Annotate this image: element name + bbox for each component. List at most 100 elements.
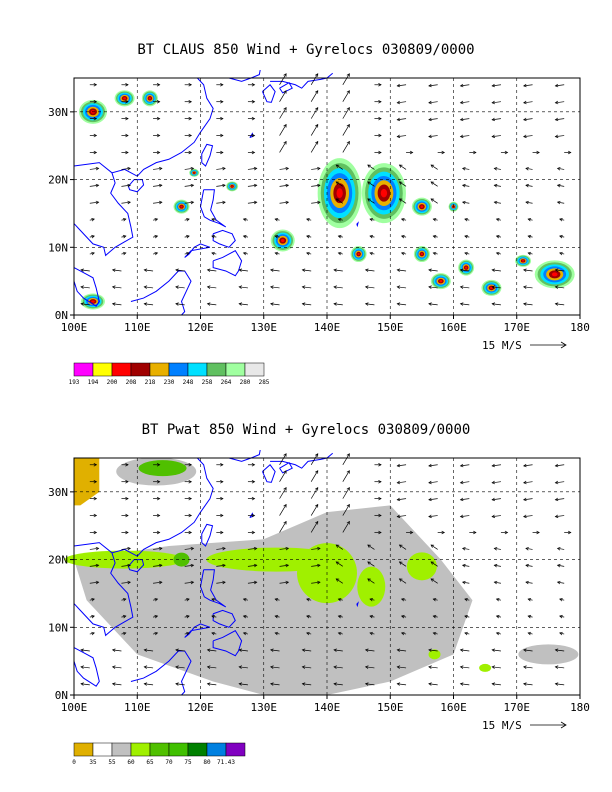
wind-vector-head <box>459 100 464 105</box>
wind-vector <box>153 201 162 204</box>
wind-vector <box>306 218 312 221</box>
wind-vector <box>492 515 501 518</box>
lat-label: 20N <box>48 554 68 567</box>
wind-vector-head <box>554 497 559 502</box>
wind-vector <box>270 649 280 652</box>
wind-vector-head <box>190 563 195 568</box>
wind-vector-head <box>335 181 340 185</box>
wind-vector-head <box>459 302 464 306</box>
wind-vector <box>523 84 533 87</box>
wind-vector <box>306 615 312 618</box>
wind-vector-head <box>400 598 405 602</box>
wind-vector-head <box>222 580 226 585</box>
wind-vector <box>369 632 375 635</box>
wind-vector <box>397 135 407 138</box>
wind-vector-head <box>364 665 369 669</box>
wind-vector <box>492 303 501 306</box>
wind-vector-head <box>122 598 127 602</box>
coastline <box>270 72 334 89</box>
colorbar-swatch <box>225 362 246 377</box>
wind-vector <box>462 184 470 187</box>
wind-vector <box>311 184 321 187</box>
wind-vector-head <box>156 99 161 104</box>
wind-vector <box>338 218 343 221</box>
colorbar-label: 80 <box>203 759 211 766</box>
wind-vector <box>525 201 533 204</box>
wind-vector-head <box>367 544 371 548</box>
lat-label: 30N <box>48 486 68 499</box>
wind-vector <box>433 218 438 221</box>
wind-vector-head <box>93 116 98 121</box>
cloud-cluster <box>420 252 424 256</box>
wind-vector-head <box>364 268 369 272</box>
wind-vector-head <box>346 453 350 457</box>
wind-vector-head <box>559 218 563 222</box>
wind-vector <box>144 303 154 306</box>
wind-vector-head <box>283 123 287 128</box>
wind-vector-head <box>525 580 529 585</box>
wind-vectors <box>80 73 572 306</box>
wind-vector-head <box>125 133 129 138</box>
wind-vector <box>89 218 95 221</box>
wind-vector <box>523 666 533 669</box>
colorbar-swatch <box>149 362 170 377</box>
wind-vector-head <box>335 561 340 565</box>
wind-vector <box>310 124 319 136</box>
wind-vector-head <box>367 164 371 168</box>
wind-vector <box>523 269 533 272</box>
wind-vector-head <box>493 183 498 188</box>
wind-vector <box>211 235 217 238</box>
wind-vector <box>523 135 533 138</box>
wind-vector-head <box>409 150 414 155</box>
wind-vector <box>279 167 289 170</box>
wind-vector-head <box>127 580 131 585</box>
wind-vector-head <box>378 150 382 155</box>
wind-vector-head <box>251 463 256 467</box>
wind-vector <box>397 269 407 272</box>
wind-vector-head <box>91 218 95 222</box>
wind-vector <box>207 683 217 686</box>
wind-vector <box>367 578 375 584</box>
wind-vector <box>464 632 470 635</box>
wind-vector-head <box>93 530 98 535</box>
wind-vector <box>89 598 95 601</box>
wind-vector-head <box>186 218 190 222</box>
wind-vector <box>397 515 407 518</box>
wind-vector-head <box>253 183 258 188</box>
wind-vector-head <box>378 116 382 121</box>
wind-vector-head <box>283 503 287 508</box>
wind-vector <box>525 547 533 550</box>
wind-vector-head <box>156 530 161 535</box>
wind-vector-head <box>186 631 190 636</box>
wind-vector <box>306 235 312 238</box>
wind-vector <box>367 544 375 550</box>
wind-vector-head <box>211 631 215 636</box>
colorbar-swatch <box>111 362 132 377</box>
wind-vector <box>460 464 470 467</box>
wind-vector <box>428 303 438 306</box>
wind-vector-head <box>158 580 163 585</box>
wind-vector <box>428 269 438 272</box>
wind-vector-head <box>306 251 310 256</box>
wind-vector <box>310 453 319 465</box>
wind-vector <box>428 464 438 467</box>
coastline <box>73 552 134 637</box>
wind-vector <box>336 578 344 584</box>
coastline <box>127 179 145 193</box>
wind-vector <box>460 481 470 484</box>
wind-vector-head <box>491 665 496 669</box>
wind-vector-head <box>156 116 161 121</box>
wind-vector-head <box>206 648 211 652</box>
wind-vector <box>311 201 321 204</box>
wind-vector-head <box>91 631 95 636</box>
wind-vector <box>175 269 185 272</box>
wind-vector <box>492 118 501 121</box>
wind-vector-head <box>554 268 559 272</box>
wind-vector-head <box>127 200 131 205</box>
wind-vector <box>496 615 502 618</box>
wind-vector <box>310 90 319 102</box>
wind-vector <box>144 683 154 686</box>
wind-vector-head <box>93 150 98 155</box>
wind-vector-head <box>556 200 561 205</box>
wind-vector <box>559 632 565 635</box>
